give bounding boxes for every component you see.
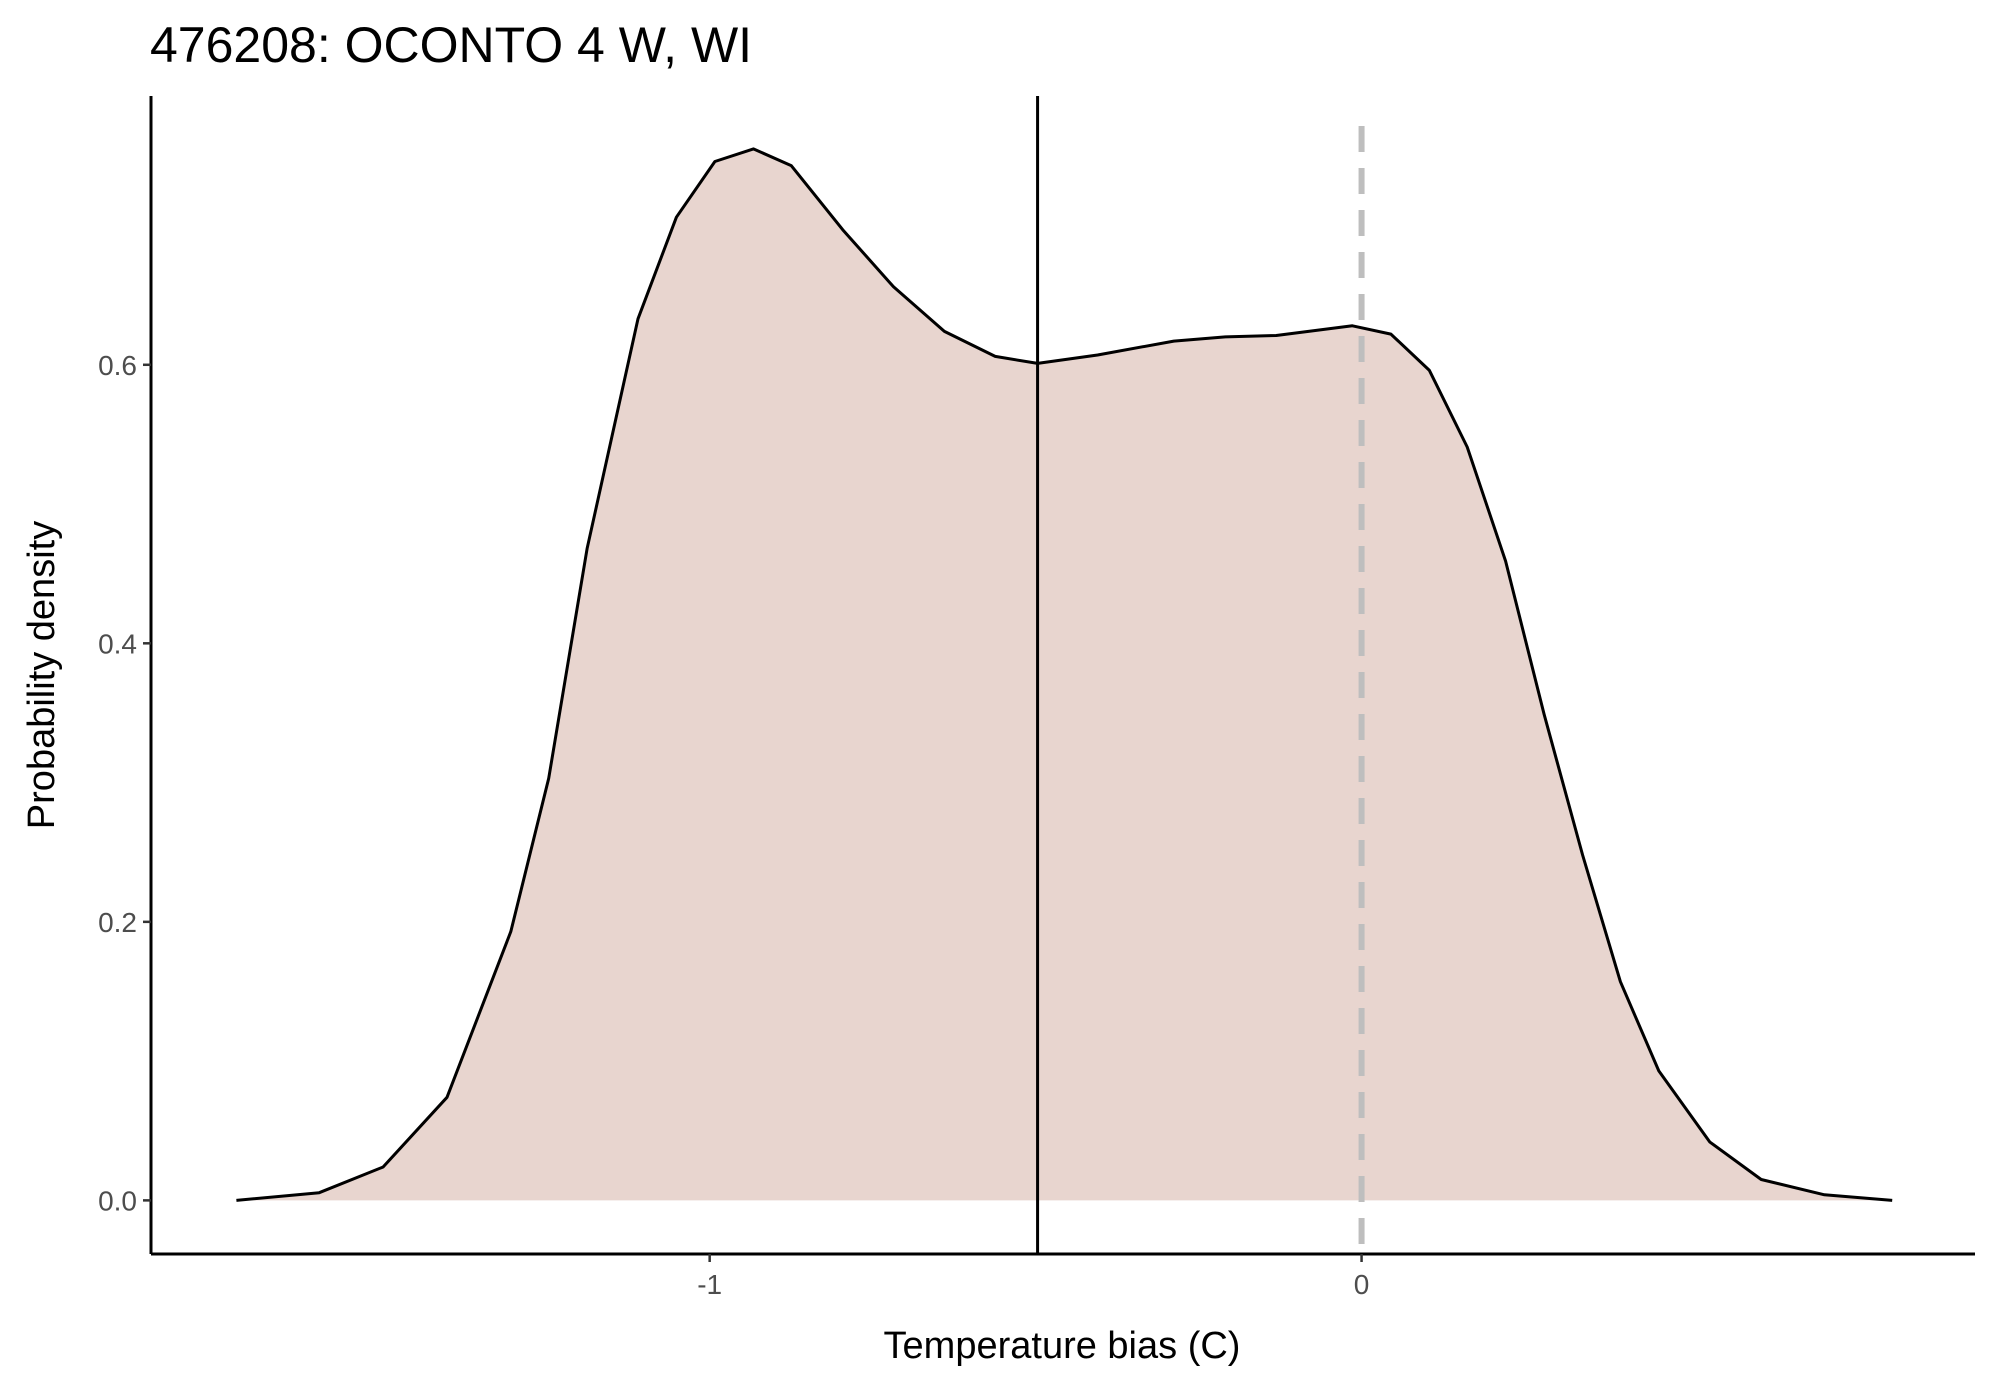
x-axis-title: Temperature bias (C) (884, 1325, 1241, 1367)
y-tick-label: 0.4 (98, 628, 137, 659)
chart-title: 476208: OCONTO 4 W, WI (150, 17, 752, 73)
y-tick-label: 0.2 (98, 907, 137, 938)
x-tick-label: 0 (1354, 1269, 1370, 1300)
y-tick-label: 0.6 (98, 350, 137, 381)
density-area (236, 148, 1893, 1201)
density-line (236, 147, 1893, 1202)
y-axis-title: Probability density (21, 521, 63, 829)
y-tick-label: 0.0 (98, 1185, 137, 1216)
x-tick-label: -1 (697, 1269, 722, 1300)
